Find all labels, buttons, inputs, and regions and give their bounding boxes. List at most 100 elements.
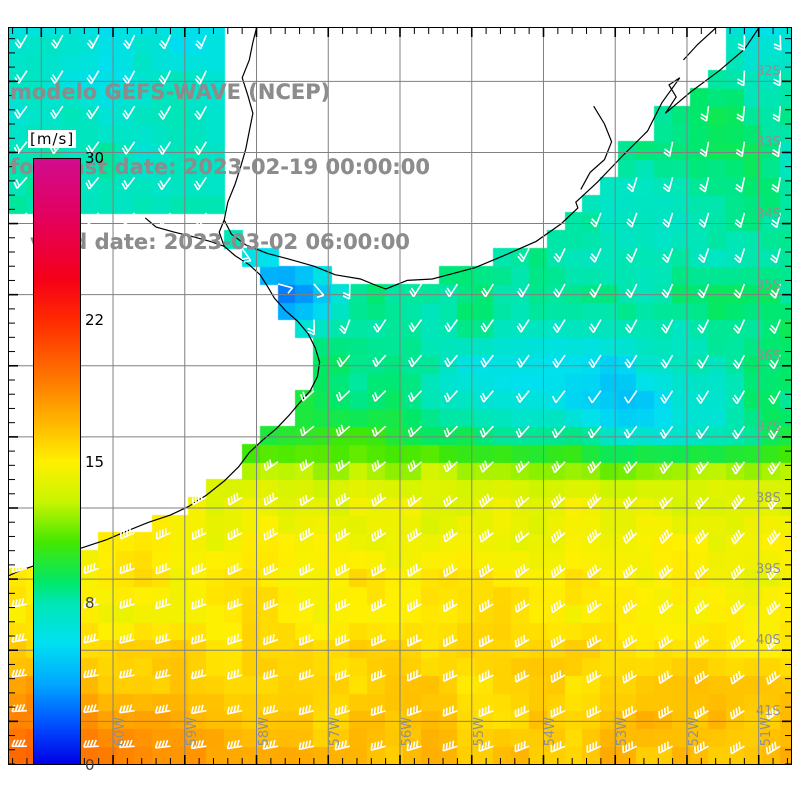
wind-barb <box>589 283 602 298</box>
wind-barb <box>732 390 746 405</box>
wind-barb <box>552 354 566 368</box>
wind-barb <box>586 599 602 614</box>
wind-barb <box>766 635 781 651</box>
wind-barb <box>588 319 602 334</box>
title-forecast-date: forecast date: 2023-02-19 00:00:00 <box>10 155 430 179</box>
wind-barb <box>299 598 315 611</box>
wind-barb <box>622 529 638 544</box>
wind-barb <box>478 670 494 683</box>
wind-barb <box>407 528 422 543</box>
wind-barb <box>407 460 423 473</box>
wind-barb <box>514 599 530 613</box>
wind-barb <box>694 741 709 755</box>
wind-barb <box>262 704 279 715</box>
wind-barb <box>336 354 351 368</box>
wind-barb <box>338 319 351 335</box>
wind-barb <box>154 704 171 714</box>
wind-barb <box>658 706 674 719</box>
wind-barb <box>626 212 638 228</box>
wind-barb <box>406 705 422 717</box>
wind-barb <box>299 528 315 542</box>
wind-barb <box>83 704 99 714</box>
wind-barb <box>770 248 781 264</box>
wind-barb <box>191 492 207 506</box>
coastline-segment-4 <box>580 105 613 190</box>
wind-barb <box>480 354 494 368</box>
wind-barb <box>82 739 99 748</box>
wind-barb <box>407 495 422 508</box>
wind-barb <box>227 492 243 506</box>
wind-barb <box>154 739 171 749</box>
wind-barb <box>335 563 351 577</box>
wind-barb <box>408 354 423 368</box>
wind-barb <box>11 668 27 678</box>
wind-barb <box>695 461 710 475</box>
wind-barb <box>515 495 530 508</box>
wind-barb <box>442 740 458 752</box>
wind-barb <box>263 528 279 541</box>
wind-barb <box>334 740 350 751</box>
wind-barb <box>514 634 530 648</box>
wind-barb <box>479 425 494 438</box>
wind-barb <box>122 70 136 85</box>
wind-barb <box>622 670 638 684</box>
wind-barb <box>298 704 315 716</box>
wind-barb <box>624 319 638 334</box>
wind-barb <box>444 354 459 368</box>
wind-barb <box>11 597 28 608</box>
wind-barb <box>443 528 458 543</box>
wind-barb <box>407 425 423 438</box>
wind-barb <box>478 705 494 718</box>
wind-barb <box>658 529 674 545</box>
wind-barb <box>736 106 746 122</box>
wind-barb <box>13 212 28 225</box>
lon-tick-label-52W: 52W <box>686 717 702 747</box>
wind-barb <box>622 741 638 754</box>
wind-barb <box>735 141 746 158</box>
wind-barb <box>769 319 781 334</box>
wind-barb <box>659 461 674 475</box>
wind-barb <box>262 669 279 681</box>
wind-barb <box>658 600 674 615</box>
wind-barb <box>373 319 387 333</box>
wind-barb <box>771 141 781 158</box>
lon-tick-label-58W: 58W <box>256 717 272 747</box>
wind-barb <box>586 635 602 649</box>
wind-barb <box>11 562 28 574</box>
wind-barb <box>158 105 172 120</box>
wind-barb <box>155 598 171 610</box>
wind-barb <box>766 529 781 545</box>
wind-barb <box>765 706 781 720</box>
wind-barb <box>263 598 279 611</box>
wind-barb <box>660 354 674 369</box>
wind-barb <box>86 70 100 85</box>
wind-barb <box>50 34 64 49</box>
wind-barb <box>406 740 422 752</box>
wind-barb <box>157 141 172 155</box>
wind-barb <box>119 527 135 540</box>
wind-barb <box>663 141 674 158</box>
wind-barb <box>516 354 530 368</box>
wind-barb <box>697 248 710 264</box>
lat-tick-label-34S: 34S <box>756 206 781 222</box>
wind-barb <box>11 739 27 748</box>
wind-barb <box>121 176 136 190</box>
wind-barb <box>771 177 781 193</box>
colorbar-units-label: [m/s] <box>28 130 77 148</box>
wind-barb <box>370 669 386 682</box>
wind-barb <box>694 564 710 580</box>
wind-barb <box>586 705 602 719</box>
wind-barb <box>227 598 243 611</box>
wind-barb <box>335 493 351 507</box>
wind-barb <box>514 705 530 718</box>
wind-barb <box>730 529 745 545</box>
wind-barb <box>408 319 423 333</box>
wind-barb <box>85 141 100 155</box>
wind-barb <box>155 633 171 645</box>
wind-barb <box>732 354 746 369</box>
wind-barb <box>773 35 782 51</box>
wind-barb <box>551 493 566 509</box>
wind-barb <box>588 354 602 369</box>
wind-barb <box>407 634 422 647</box>
wind-barb <box>262 740 279 750</box>
